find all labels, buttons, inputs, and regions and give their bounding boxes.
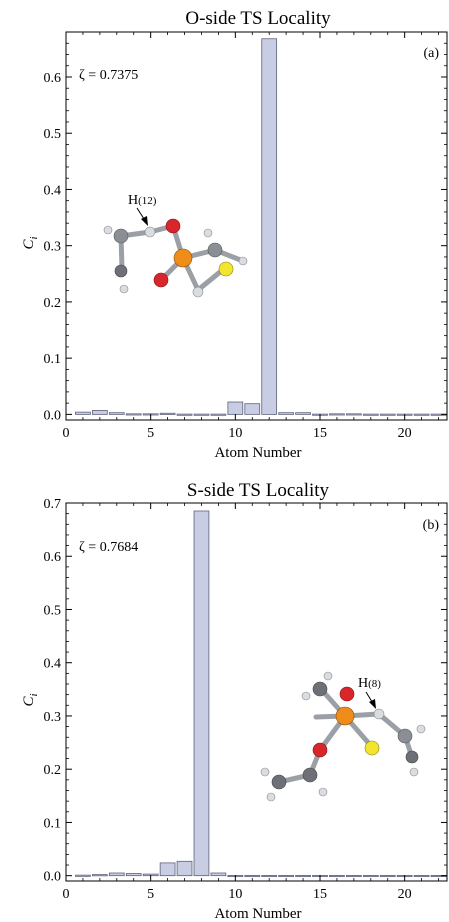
panel-b-bar-atom-19: [379, 875, 396, 878]
panel-a-ytick-label: 0.2: [44, 296, 62, 311]
panel-b-axes: 0 5 10 15 20 0.0 0.1 0.2 0.3 0.4 0.5 0.6 0.7: [44, 497, 448, 902]
panel-b-ytick-label: 0.6: [44, 550, 62, 565]
panel-a-bar-atom-4: [125, 413, 142, 416]
panel-a-bar-atom-10: [227, 401, 244, 415]
panel-b-xtick-label: 10: [228, 887, 242, 902]
panel-b-ytick-label: 0.0: [44, 870, 62, 885]
panel-a-xtick-label: 20: [398, 426, 412, 441]
panel-a-h-label: H(12): [128, 193, 157, 208]
panel-b-bar-atom-17: [346, 875, 362, 878]
panel-b-bar-atom-9: [210, 872, 227, 877]
panel-b-ylabel: Ci: [21, 693, 40, 706]
panel-b: S-side TS Locality ζ = 0.7684 (b) Atom N…: [21, 480, 448, 922]
panel-b-zeta-annotation: ζ = 0.7684: [79, 540, 138, 555]
panel-a-bar-atom-8: [193, 413, 210, 416]
panel-a-bar-atom-7: [176, 413, 193, 416]
panel-a-zeta-annotation: ζ = 0.7375: [79, 68, 138, 83]
panel-b-label: (b): [423, 518, 440, 533]
panel-b-bar-atom-18: [362, 875, 379, 878]
panel-b-bar-atom-16: [329, 875, 345, 878]
panel-a-title: O-side TS Locality: [185, 8, 331, 29]
panel-a-bar-atom-19: [379, 413, 396, 416]
panel-a-bar-atom-1: [75, 411, 91, 415]
panel-b-bar-atom-6: [159, 862, 176, 877]
panel-a-ytick-label: 0.4: [44, 183, 62, 198]
panel-a-xtick-label: 15: [313, 426, 327, 441]
panel-a-bar-atom-17: [346, 413, 362, 416]
panel-b-bar-atom-8: [193, 510, 210, 877]
panel-a-bar-atom-6: [159, 412, 176, 415]
panel-b-h-label: H(8): [358, 676, 381, 691]
panel-b-title: S-side TS Locality: [187, 480, 330, 501]
panel-b-bar-atom-1: [75, 874, 91, 877]
panel-a-h-arrow: [136, 207, 148, 226]
panel-b-ytick-label: 0.5: [44, 603, 62, 618]
panel-b-bar-atom-11: [244, 875, 261, 878]
panel-a-ytick-label: 0.0: [44, 408, 62, 423]
panel-a-bar-atom-14: [295, 412, 311, 415]
panel-b-plot-frame: [65, 502, 448, 882]
panel-a-bar-atom-2: [92, 410, 108, 415]
panel-a-bars: [75, 38, 447, 416]
panel-b-xtick-label: 20: [398, 887, 412, 902]
panel-a-xlabel: Atom Number: [214, 445, 301, 461]
panel-a-ytick-label: 0.5: [44, 127, 62, 142]
panel-a-label: (a): [423, 46, 439, 61]
panel-a-axes: 0 5 10 15 20 0.0 0.1 0.2 0.3 0.4 0.5 0.6: [44, 31, 448, 441]
panel-a-ylabel: Ci: [21, 236, 40, 249]
panel-a-bar-atom-11: [244, 403, 261, 415]
panel-b-ytick-label: 0.2: [44, 763, 62, 778]
panel-b-bar-atom-2: [92, 874, 108, 877]
panel-a-bar-atom-21: [413, 413, 430, 416]
panel-b-bar-atom-21: [413, 875, 430, 878]
panel-a-xtick-label: 5: [147, 426, 154, 441]
panel-a: O-side TS Locality ζ = 0.7375 (a) Atom N…: [21, 8, 448, 461]
panel-a-bar-atom-16: [329, 413, 345, 416]
panel-a-bar-atom-13: [278, 412, 294, 415]
panel-b-bar-atom-14: [295, 875, 311, 878]
panel-b-bars: [75, 510, 447, 878]
panel-b-molecule-image: [260, 671, 426, 802]
panel-a-bar-atom-3: [108, 412, 125, 415]
panel-b-xtick-label: 15: [313, 887, 327, 902]
panel-b-h-arrow: [365, 691, 376, 709]
panel-a-xtick-label: 0: [63, 426, 70, 441]
panel-a-bar-atom-18: [362, 413, 379, 416]
panel-b-xtick-label: 5: [147, 887, 154, 902]
panel-a-ytick-label: 0.1: [44, 352, 62, 367]
panel-a-xtick-label: 10: [228, 426, 242, 441]
panel-b-bar-atom-12: [261, 875, 278, 878]
panel-b-bar-atom-3: [108, 872, 125, 877]
panel-b-ytick-label: 0.7: [44, 497, 62, 512]
panel-a-ytick-label: 0.6: [44, 71, 62, 86]
panel-a-bar-atom-12: [261, 38, 278, 415]
panel-b-xtick-label: 0: [63, 887, 70, 902]
panel-b-bar-atom-4: [125, 873, 142, 877]
panel-b-ytick-label: 0.4: [44, 657, 62, 672]
panel-a-plot-frame: [65, 31, 448, 421]
panel-b-ytick-label: 0.3: [44, 710, 62, 725]
panel-a-bar-atom-9: [210, 413, 227, 416]
panel-a-molecule-image: [103, 218, 248, 298]
panel-a-ytick-label: 0.3: [44, 240, 62, 255]
panel-b-bar-atom-7: [176, 860, 193, 877]
panel-b-bar-atom-13: [278, 875, 294, 878]
panel-b-ytick-label: 0.1: [44, 816, 62, 831]
panel-b-xlabel: Atom Number: [214, 906, 301, 922]
